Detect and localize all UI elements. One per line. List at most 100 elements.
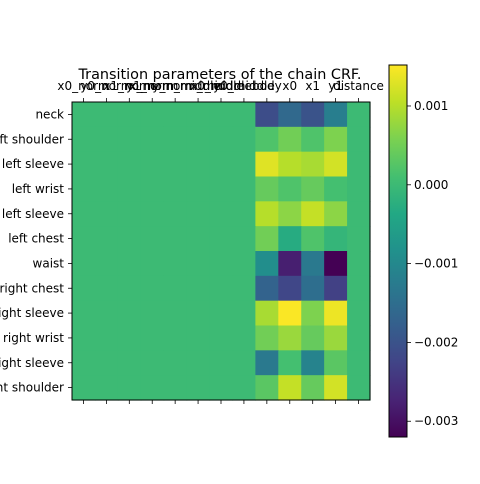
heatmap-cell	[278, 226, 302, 251]
heatmap-cell	[347, 375, 371, 400]
heatmap-cell	[118, 375, 142, 400]
heatmap-cell	[210, 152, 234, 177]
y-tick-label: inner right sleeve	[0, 306, 64, 320]
y-axis: neck left shoulder outer left sleeve left w…	[0, 107, 72, 394]
heatmap-cell	[141, 201, 165, 226]
heatmap-cell	[301, 201, 325, 226]
x-tick-label: x1	[305, 79, 320, 93]
heatmap-cell	[210, 326, 234, 351]
heatmap-cell	[347, 152, 371, 177]
heatmap-cell	[255, 127, 279, 152]
y-tick-label: left wrist	[12, 182, 65, 196]
heatmap-cell	[164, 251, 188, 276]
heatmap-cell	[324, 301, 348, 326]
heatmap-cell	[255, 152, 279, 177]
heatmap-cell	[95, 152, 119, 177]
heatmap-cell	[187, 375, 211, 400]
heatmap-cell	[164, 102, 188, 127]
heatmap-cell	[187, 350, 211, 375]
heatmap-cell	[141, 301, 165, 326]
heatmap-cell	[141, 226, 165, 251]
heatmap-cell	[72, 276, 96, 301]
heatmap-cell	[72, 102, 96, 127]
heatmap-cell	[95, 326, 119, 351]
heatmap-cell	[255, 102, 279, 127]
heatmap-cell	[347, 301, 371, 326]
heatmap-cell	[95, 127, 119, 152]
heatmap-cell	[232, 177, 256, 202]
y-tick-label: inner left sleeve	[0, 207, 64, 221]
heatmap-cell	[278, 152, 302, 177]
heatmap-cells	[72, 102, 371, 401]
heatmap-cell	[118, 226, 142, 251]
x-tick-label: body	[252, 79, 282, 93]
heatmap-cell	[278, 350, 302, 375]
heatmap-cell	[301, 152, 325, 177]
y-tick-label: right shoulder	[0, 381, 64, 395]
heatmap-cell	[301, 177, 325, 202]
heatmap-cell	[347, 201, 371, 226]
heatmap-cell	[210, 301, 234, 326]
heatmap-cell	[324, 276, 348, 301]
x-tick-label: distance	[333, 79, 384, 93]
heatmap-cell	[187, 177, 211, 202]
heatmap-cell	[255, 226, 279, 251]
colorbar-tick-label: −0.002	[414, 335, 458, 349]
colorbar-tick-label: −0.003	[414, 414, 458, 428]
heatmap-cell	[95, 226, 119, 251]
heatmap-cell	[347, 102, 371, 127]
heatmap-cell	[324, 375, 348, 400]
heatmap-cell	[232, 102, 256, 127]
heatmap-cell	[118, 276, 142, 301]
y-tick-label: left chest	[8, 232, 64, 246]
heatmap-cell	[118, 152, 142, 177]
heatmap-cell	[141, 177, 165, 202]
heatmap-cell	[118, 201, 142, 226]
heatmap-cell	[95, 375, 119, 400]
heatmap-cell	[118, 102, 142, 127]
heatmap-cell	[187, 152, 211, 177]
heatmap-cell	[164, 177, 188, 202]
heatmap-cell	[187, 251, 211, 276]
heatmap-cell	[301, 326, 325, 351]
heatmap-cell	[324, 127, 348, 152]
heatmap-cell	[95, 102, 119, 127]
heatmap-cell	[164, 152, 188, 177]
heatmap-cell	[95, 276, 119, 301]
heatmap-cell	[210, 276, 234, 301]
y-tick-label: left shoulder	[0, 132, 64, 146]
heatmap-cell	[187, 326, 211, 351]
heatmap-cell	[141, 350, 165, 375]
heatmap-cell	[118, 127, 142, 152]
heatmap-cell	[210, 177, 234, 202]
colorbar-axis: 0.001 0.000 −0.001 −0.002 −0.003	[407, 99, 458, 428]
heatmap-cell	[278, 326, 302, 351]
heatmap-cell	[141, 375, 165, 400]
heatmap-cell	[232, 350, 256, 375]
heatmap-cell	[72, 375, 96, 400]
heatmap-cell	[278, 102, 302, 127]
heatmap-cell	[72, 152, 96, 177]
heatmap-cell	[187, 301, 211, 326]
heatmap-cell	[95, 251, 119, 276]
y-tick-label: neck	[35, 107, 64, 121]
heatmap-cell	[232, 127, 256, 152]
heatmap-cell	[187, 226, 211, 251]
heatmap-cell	[141, 251, 165, 276]
heatmap-cell	[278, 251, 302, 276]
x-tick-label: x0	[282, 79, 297, 93]
heatmap-cell	[232, 326, 256, 351]
heatmap-cell	[72, 251, 96, 276]
heatmap-cell	[232, 251, 256, 276]
y-tick-label: outer right sleeve	[0, 356, 64, 370]
heatmap-cell	[164, 375, 188, 400]
heatmap-cell	[347, 177, 371, 202]
heatmap-cell	[118, 177, 142, 202]
heatmap-cell	[141, 102, 165, 127]
heatmap-cell	[232, 276, 256, 301]
heatmap-cell	[347, 350, 371, 375]
y-tick-label: outer left sleeve	[0, 157, 64, 171]
heatmap-cell	[187, 127, 211, 152]
heatmap-cell	[278, 301, 302, 326]
